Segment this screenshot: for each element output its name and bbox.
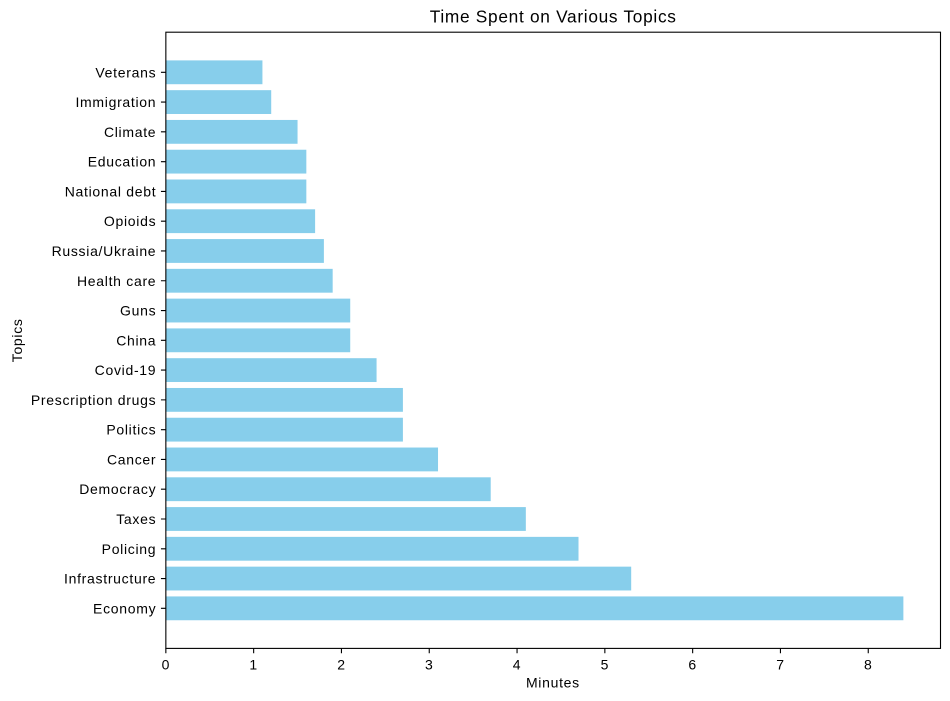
svg-text:0: 0 — [162, 656, 171, 672]
svg-text:2: 2 — [337, 656, 346, 672]
svg-text:Politics: Politics — [106, 422, 156, 438]
svg-text:Guns: Guns — [120, 303, 156, 319]
svg-text:Education: Education — [88, 154, 157, 170]
svg-text:Democracy: Democracy — [79, 481, 156, 497]
svg-text:Minutes: Minutes — [526, 675, 580, 691]
svg-text:Policing: Policing — [102, 541, 157, 557]
svg-text:4: 4 — [513, 656, 522, 672]
svg-text:Topics: Topics — [9, 318, 25, 362]
svg-text:1: 1 — [249, 656, 258, 672]
svg-text:Infrastructure: Infrastructure — [64, 571, 156, 587]
svg-text:Taxes: Taxes — [116, 511, 156, 527]
svg-text:Covid-19: Covid-19 — [95, 362, 157, 378]
svg-text:Prescription drugs: Prescription drugs — [31, 392, 156, 408]
svg-text:5: 5 — [601, 656, 610, 672]
svg-text:Immigration: Immigration — [75, 94, 156, 110]
svg-text:6: 6 — [688, 656, 697, 672]
svg-text:Health care: Health care — [77, 273, 156, 289]
svg-text:China: China — [116, 332, 156, 348]
svg-text:Time Spent on Various Topics: Time Spent on Various Topics — [430, 7, 677, 27]
svg-text:7: 7 — [776, 656, 785, 672]
svg-text:Cancer: Cancer — [107, 451, 156, 467]
svg-text:Russia/Ukraine: Russia/Ukraine — [52, 243, 157, 259]
svg-text:3: 3 — [425, 656, 434, 672]
svg-text:National debt: National debt — [65, 183, 157, 199]
svg-text:Economy: Economy — [93, 600, 156, 616]
svg-text:Climate: Climate — [104, 124, 156, 140]
svg-text:Opioids: Opioids — [104, 213, 156, 229]
svg-text:8: 8 — [864, 656, 873, 672]
svg-text:Veterans: Veterans — [95, 64, 156, 80]
